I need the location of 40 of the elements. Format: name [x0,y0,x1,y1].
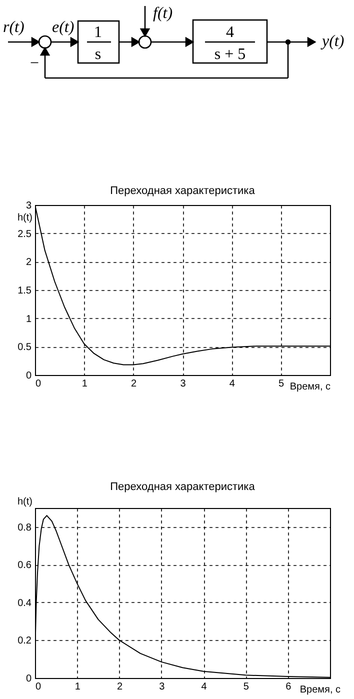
x-tick-label: 0 [36,378,42,390]
chart-title: Переходная характеристика [110,185,256,197]
x-tick-label: 1 [82,378,88,390]
x-tick-label: 5 [243,682,250,692]
y-tick-label: 2 [26,257,32,268]
x-axis-title: Время, с [300,684,340,696]
text: r(t) [3,19,24,36]
chart-title: Переходная характеристика [110,481,256,493]
x-tick-label: 4 [229,378,236,390]
x-tick-label: 4 [201,682,208,692]
x-tick-label: 6 [286,682,292,692]
text: 4 [226,24,234,41]
y-tick-label: 1.5 [18,286,32,296]
text: e(t) [52,19,74,36]
y-axis-title: h(t) [18,212,32,224]
x-tick-label: 2 [131,378,138,390]
x-tick-label: 5 [278,378,285,390]
y-axis-title: h(t) [18,496,32,508]
x-axis-title: Время, с [290,382,330,392]
text: s [94,46,102,63]
text: − [30,55,40,72]
text: y(t) [320,33,344,50]
y-tick-label: 2.5 [18,228,32,240]
y-tick-label: 0.4 [18,598,32,609]
x-tick-label: 0 [36,682,42,692]
y-tick-label: 0.8 [18,522,32,534]
x-tick-label: 2 [117,682,124,692]
y-tick-label: 3 [26,200,32,212]
text: 1 [94,24,102,41]
y-tick-label: 0 [26,674,32,684]
x-tick-label: 1 [74,682,81,692]
x-tick-label: 3 [159,682,166,692]
y-tick-label: 0.5 [18,342,32,354]
text: s + 5 [214,46,246,63]
y-tick-label: 0.2 [18,636,32,647]
text: f(t) [153,5,173,22]
y-tick-label: 1 [26,314,32,325]
y-tick-label: 0 [26,370,32,382]
y-tick-label: 0.6 [18,560,32,572]
x-tick-label: 3 [180,378,186,390]
